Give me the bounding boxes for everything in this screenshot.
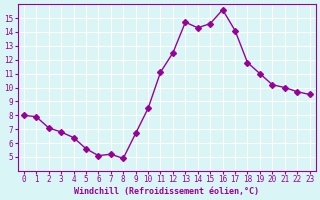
X-axis label: Windchill (Refroidissement éolien,°C): Windchill (Refroidissement éolien,°C) <box>74 187 259 196</box>
